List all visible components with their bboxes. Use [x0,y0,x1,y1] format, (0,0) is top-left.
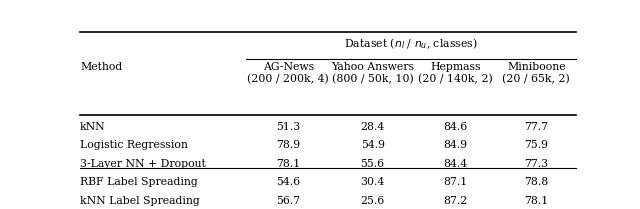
Text: Dataset ($n_l$ / $n_u$, classes): Dataset ($n_l$ / $n_u$, classes) [344,36,478,51]
Text: 77.3: 77.3 [524,159,548,169]
Text: 55.6: 55.6 [360,159,385,169]
Text: AG-News
(200 / 200k, 4): AG-News (200 / 200k, 4) [248,62,329,84]
Text: 25.6: 25.6 [360,196,385,206]
Text: 3-Layer NN + Dropout: 3-Layer NN + Dropout [80,159,206,169]
Text: 75.9: 75.9 [524,140,548,150]
Text: Hepmass
(20 / 140k, 2): Hepmass (20 / 140k, 2) [419,62,493,84]
Text: kNN Label Spreading: kNN Label Spreading [80,196,200,206]
Text: 78.8: 78.8 [524,177,548,187]
Text: 77.7: 77.7 [524,122,548,132]
Text: 84.6: 84.6 [444,122,468,132]
Text: 28.4: 28.4 [360,122,385,132]
Text: 51.3: 51.3 [276,122,300,132]
Text: 78.1: 78.1 [524,196,548,206]
Text: 87.2: 87.2 [444,196,468,206]
Text: Yahoo Answers
(800 / 50k, 10): Yahoo Answers (800 / 50k, 10) [331,62,414,84]
Text: Logistic Regression: Logistic Regression [80,140,188,150]
Text: 56.7: 56.7 [276,196,300,206]
Text: 78.9: 78.9 [276,140,300,150]
Text: 84.9: 84.9 [444,140,468,150]
Text: kNN: kNN [80,122,106,132]
Text: 30.4: 30.4 [360,177,385,187]
Text: 87.1: 87.1 [444,177,468,187]
Text: 54.6: 54.6 [276,177,300,187]
Text: RBF Label Spreading: RBF Label Spreading [80,177,198,187]
Text: Miniboone
(20 / 65k, 2): Miniboone (20 / 65k, 2) [502,62,570,84]
Text: Method: Method [80,62,122,72]
Text: 78.1: 78.1 [276,159,300,169]
Text: 84.4: 84.4 [444,159,468,169]
Text: 54.9: 54.9 [361,140,385,150]
